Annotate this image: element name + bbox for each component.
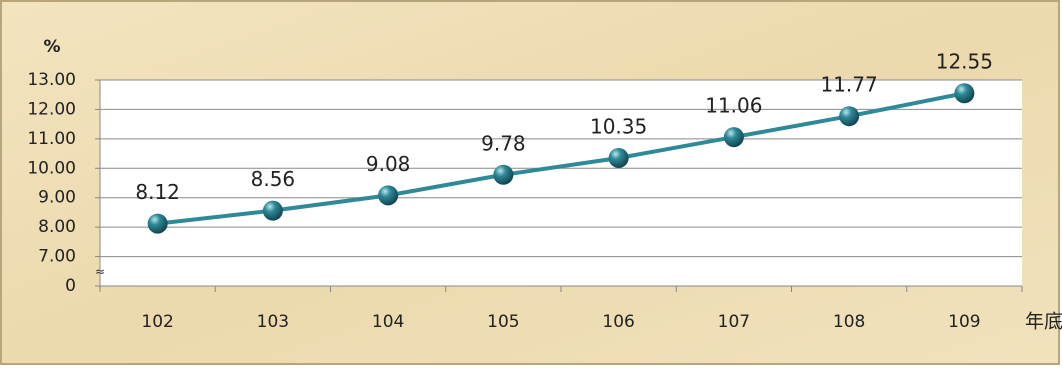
y-tick-label: 13.00	[27, 70, 76, 90]
data-point	[262, 200, 283, 221]
data-point	[147, 213, 168, 234]
data-point	[954, 83, 975, 104]
x-tick-label: 107	[718, 312, 750, 332]
x-tick-label: 108	[833, 312, 865, 332]
data-point	[839, 106, 860, 127]
x-tick-label: 106	[602, 312, 634, 332]
x-tick-label: 105	[487, 312, 519, 332]
x-axis-label: 年底	[1025, 311, 1062, 333]
data-label: 10.35	[590, 114, 647, 138]
series-line	[157, 91, 965, 226]
data-label: 9.78	[481, 131, 526, 155]
y-axis-label: %	[43, 37, 60, 57]
data-label: 8.12	[135, 180, 180, 204]
y-tick-label: 10.00	[27, 158, 76, 178]
data-point	[493, 164, 514, 185]
x-tick-label: 102	[141, 312, 173, 332]
y-tick-label: 12.00	[27, 99, 76, 119]
y-tick-label: 8.00	[38, 217, 76, 237]
x-tick-label: 103	[257, 312, 289, 332]
y-tick-label: 0	[65, 276, 76, 296]
y-tick-label: 7.00	[38, 247, 76, 267]
x-tick-label: 104	[372, 312, 404, 332]
y-tick-label: 9.00	[38, 188, 76, 208]
data-label: 8.56	[251, 167, 296, 191]
data-point	[723, 127, 744, 148]
data-label: 12.55	[936, 50, 993, 74]
data-label: 11.06	[705, 94, 762, 118]
x-tick-label: 109	[948, 312, 980, 332]
data-point	[378, 185, 399, 206]
data-label: 11.77	[820, 73, 877, 97]
y-tick-label: 11.00	[27, 129, 76, 149]
data-point	[608, 147, 629, 168]
data-label: 9.08	[366, 152, 411, 176]
